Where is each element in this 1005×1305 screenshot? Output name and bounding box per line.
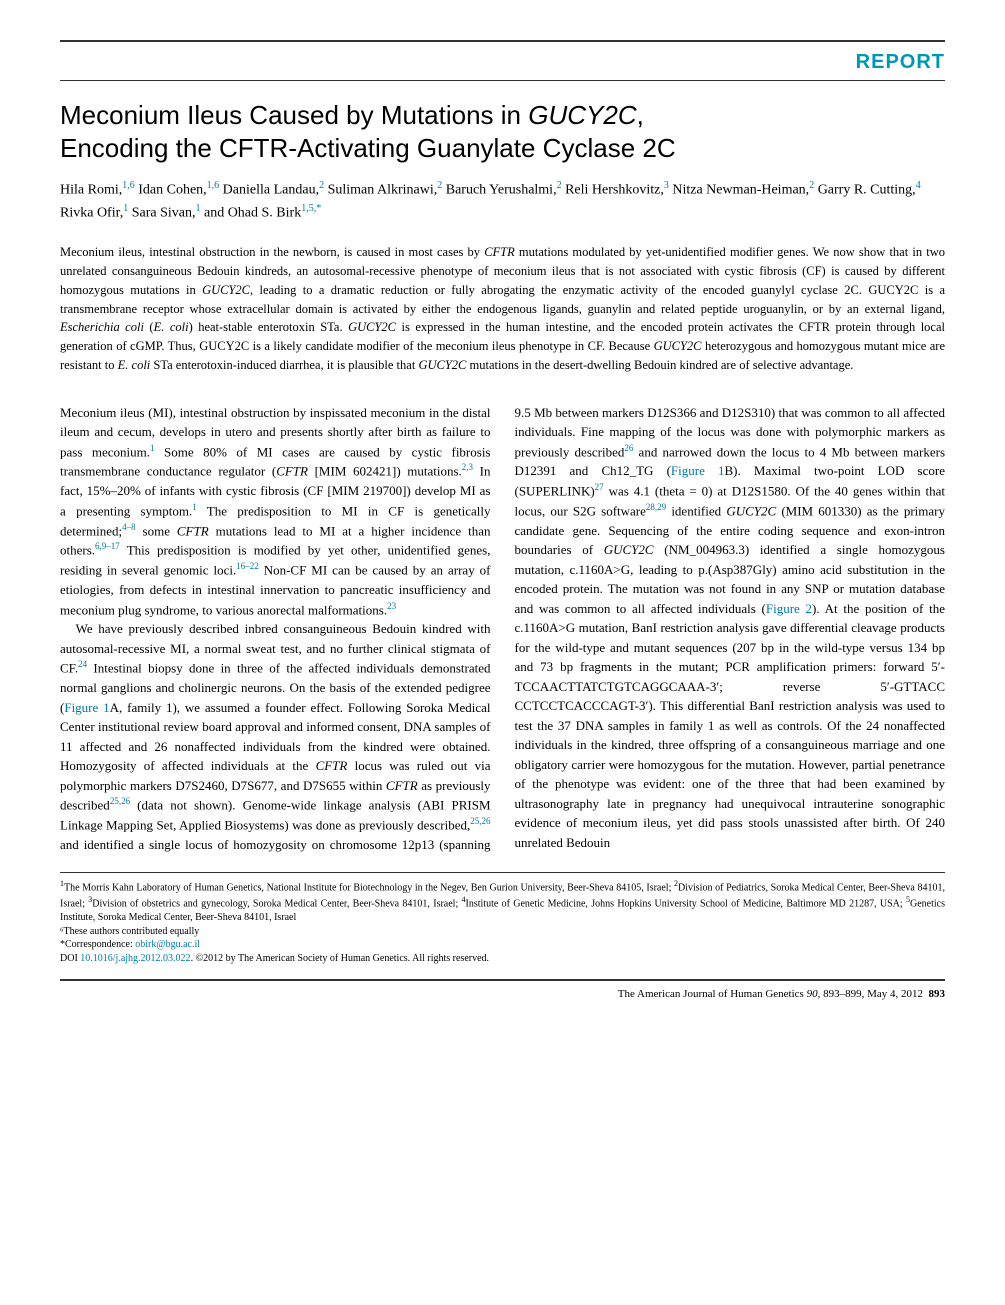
title-part1-end: , [637,100,644,130]
title-part1: Meconium Ileus Caused by Mutations in [60,100,528,130]
body-paragraph-1: Meconium ileus (MI), intestinal obstruct… [60,403,491,620]
doi-line: DOI 10.1016/j.ajhg.2012.03.022. ©2012 by… [60,952,945,966]
affiliation-rule [60,872,945,873]
footer-rule [60,979,945,981]
body-text: Meconium ileus (MI), intestinal obstruct… [60,403,945,855]
abstract: Meconium ileus, intestinal obstruction i… [60,243,945,374]
page-footer: The American Journal of Human Genetics 9… [60,987,945,1002]
affiliations-block: 1The Morris Kahn Laboratory of Human Gen… [60,879,945,965]
title-gene: GUCY2C [528,100,636,130]
affiliations-text: 1The Morris Kahn Laboratory of Human Gen… [60,879,945,924]
correspondence-email[interactable]: obirk@bgu.ac.il [135,939,200,950]
equal-contribution-note: ⁶These authors contributed equally [60,925,945,939]
author-list: Hila Romi,1,6 Idan Cohen,1,6 Daniella La… [60,178,945,223]
article-title: Meconium Ileus Caused by Mutations in GU… [60,99,945,164]
section-label: REPORT [856,48,945,76]
top-rule [60,40,945,42]
correspondence-line: *Correspondence: obirk@bgu.ac.il [60,938,945,952]
header-row: REPORT [60,48,945,76]
title-rule [60,80,945,81]
correspondence-label: *Correspondence: [60,939,135,950]
title-part2: Encoding the CFTR-Activating Guanylate C… [60,133,676,163]
